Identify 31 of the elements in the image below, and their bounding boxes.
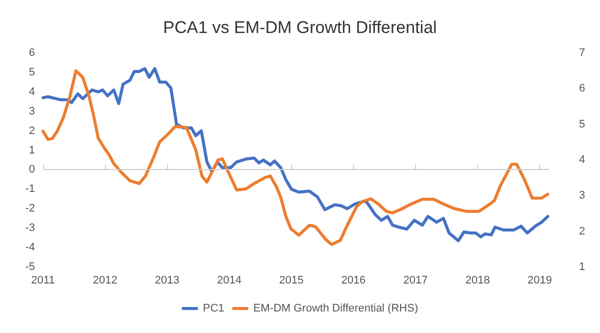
- x-tick-label: 2018: [465, 274, 490, 286]
- y-tick-label: -2: [25, 202, 35, 215]
- y2-tick-label: 7: [579, 47, 586, 59]
- y2-tick-label: 6: [579, 82, 586, 95]
- y2-tick-label: 4: [579, 154, 586, 166]
- x-tick-label: 2019: [527, 274, 552, 286]
- x-tick-label: 2015: [279, 274, 304, 286]
- x-tick-label: 2012: [92, 274, 118, 286]
- chart-title: PCA1 vs EM-DM Growth Differential: [163, 18, 437, 37]
- x-tick-label: 2017: [403, 274, 428, 286]
- y-tick-label: -5: [25, 261, 35, 273]
- y-tick-label: 4: [28, 86, 35, 98]
- y2-tick-label: 3: [579, 190, 586, 202]
- y-tick-label: 2: [28, 124, 35, 137]
- y-tick-label: -3: [25, 222, 35, 234]
- y2-tick-label: 2: [579, 225, 586, 238]
- x-tick-label: 2016: [341, 274, 366, 286]
- y-tick-label: 6: [28, 47, 35, 59]
- legend-label: EM-DM Growth Differential (RHS): [253, 302, 418, 314]
- y-tick-label: 3: [28, 105, 35, 118]
- x-tick-label: 2011: [31, 274, 55, 286]
- x-tick-label: 2014: [217, 274, 242, 286]
- y-tick-label: 5: [28, 66, 35, 78]
- x-tick-label: 2013: [154, 274, 180, 286]
- legend-label: PC1: [202, 302, 224, 314]
- y-tick-label: -4: [25, 242, 35, 254]
- y-tick-label: 0: [28, 164, 35, 176]
- y2-tick-label: 1: [579, 261, 586, 273]
- y2-tick-label: 5: [579, 118, 586, 130]
- y-tick-label: 1: [28, 144, 35, 156]
- y-tick-label: -1: [25, 183, 35, 196]
